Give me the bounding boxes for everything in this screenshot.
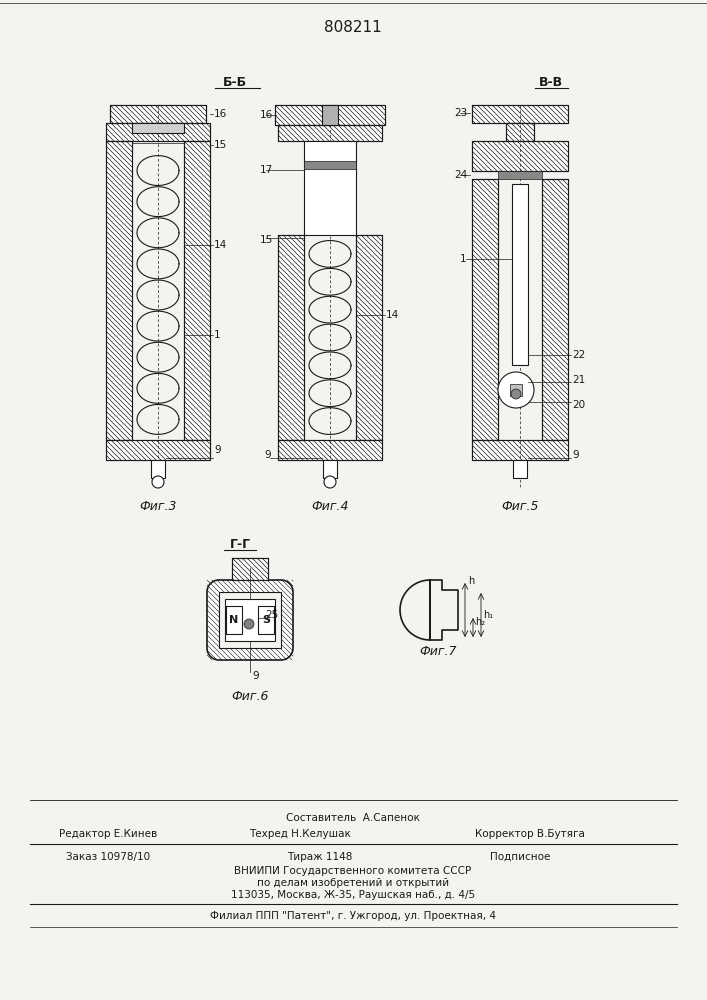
Bar (278, 235, 304, 440)
Bar (232, 558, 268, 580)
Text: 23: 23 (454, 108, 467, 118)
Bar (232, 558, 268, 580)
Text: 14: 14 (386, 310, 399, 320)
Bar (510, 384, 522, 396)
Bar (225, 599, 275, 641)
Circle shape (511, 389, 521, 399)
Text: 1: 1 (214, 330, 221, 340)
Text: 16: 16 (214, 109, 227, 119)
Text: 9: 9 (264, 450, 271, 460)
Bar (110, 105, 206, 123)
Bar (506, 123, 534, 141)
Text: 113035, Москва, Ж-35, Раушская наб., д. 4/5: 113035, Москва, Ж-35, Раушская наб., д. … (231, 890, 475, 900)
Polygon shape (207, 580, 293, 660)
Bar (542, 179, 568, 440)
Text: S: S (262, 615, 270, 625)
Circle shape (244, 619, 254, 629)
Text: 15: 15 (260, 235, 273, 245)
Text: 17: 17 (260, 165, 273, 175)
Text: 15: 15 (214, 140, 227, 150)
Text: 14: 14 (214, 240, 227, 250)
Text: 808211: 808211 (324, 20, 382, 35)
Bar (219, 592, 281, 648)
Text: Филиал ППП "Патент", г. Ужгород, ул. Проектная, 4: Филиал ППП "Патент", г. Ужгород, ул. Про… (210, 911, 496, 921)
Text: Фиг.3: Фиг.3 (139, 500, 177, 513)
Text: Г-Г: Г-Г (230, 538, 250, 552)
Bar (513, 460, 527, 478)
Text: h₁: h₁ (483, 610, 493, 620)
Bar (275, 105, 385, 125)
Bar (512, 184, 528, 365)
Bar (258, 606, 274, 634)
Text: 9: 9 (252, 671, 259, 681)
Text: 20: 20 (572, 400, 585, 410)
Text: Фиг.6: Фиг.6 (231, 690, 269, 703)
Text: 16: 16 (260, 110, 273, 120)
Bar (356, 235, 382, 440)
Bar (275, 105, 385, 125)
Text: 1: 1 (460, 254, 467, 264)
Bar (278, 440, 382, 460)
Bar (110, 105, 206, 123)
Bar (106, 123, 210, 141)
Text: ВНИИПИ Государственного комитета СССР: ВНИИПИ Государственного комитета СССР (235, 866, 472, 876)
Bar (304, 141, 356, 235)
Bar (472, 141, 568, 171)
Text: N: N (229, 615, 239, 625)
Text: Редактор Е.Кинев: Редактор Е.Кинев (59, 829, 157, 839)
Text: h: h (468, 576, 474, 586)
Text: 9: 9 (572, 450, 578, 460)
Bar (472, 179, 498, 440)
Bar (106, 440, 210, 460)
Bar (472, 105, 568, 123)
Bar (184, 141, 210, 440)
Text: Фиг.4: Фиг.4 (311, 500, 349, 513)
Bar (278, 235, 304, 440)
Bar (322, 105, 338, 125)
Bar (278, 440, 382, 460)
Text: Заказ 10978/10: Заказ 10978/10 (66, 852, 150, 862)
Bar (226, 606, 242, 634)
Text: по делам изобретений и открытий: по делам изобретений и открытий (257, 878, 449, 888)
Bar (472, 440, 568, 460)
Text: Составитель  А.Сапенок: Составитель А.Сапенок (286, 813, 420, 823)
Text: 21: 21 (572, 375, 585, 385)
Polygon shape (400, 580, 458, 640)
Text: 24: 24 (454, 170, 467, 180)
Bar (472, 179, 498, 440)
Text: 9: 9 (214, 445, 221, 455)
Text: Техред Н.Келушак: Техред Н.Келушак (249, 829, 351, 839)
Bar (472, 105, 568, 123)
Text: Корректор В.Бутяга: Корректор В.Бутяга (475, 829, 585, 839)
Bar (542, 179, 568, 440)
Bar (106, 440, 210, 460)
Circle shape (152, 476, 164, 488)
Bar (184, 141, 210, 440)
Bar (472, 440, 568, 460)
Text: Подписное: Подписное (490, 852, 550, 862)
Text: 25: 25 (265, 610, 279, 620)
Circle shape (498, 372, 534, 408)
Text: h₂: h₂ (475, 617, 485, 627)
Bar (506, 123, 534, 141)
Text: Фиг.7: Фиг.7 (419, 645, 457, 658)
Text: Фиг.5: Фиг.5 (501, 500, 539, 513)
Bar (132, 123, 184, 133)
Bar (323, 460, 337, 478)
Bar (356, 235, 382, 440)
Circle shape (324, 476, 336, 488)
Text: Б-Б: Б-Б (223, 76, 247, 89)
Bar (472, 141, 568, 171)
Bar (106, 141, 132, 440)
Bar (278, 125, 382, 141)
Bar (151, 460, 165, 478)
Bar (106, 123, 210, 141)
Text: Тираж 1148: Тираж 1148 (287, 852, 353, 862)
Bar (106, 141, 132, 440)
Bar (278, 125, 382, 141)
Bar (304, 161, 356, 169)
Bar (498, 171, 542, 179)
Text: В-В: В-В (539, 76, 563, 89)
Text: 22: 22 (572, 350, 585, 360)
